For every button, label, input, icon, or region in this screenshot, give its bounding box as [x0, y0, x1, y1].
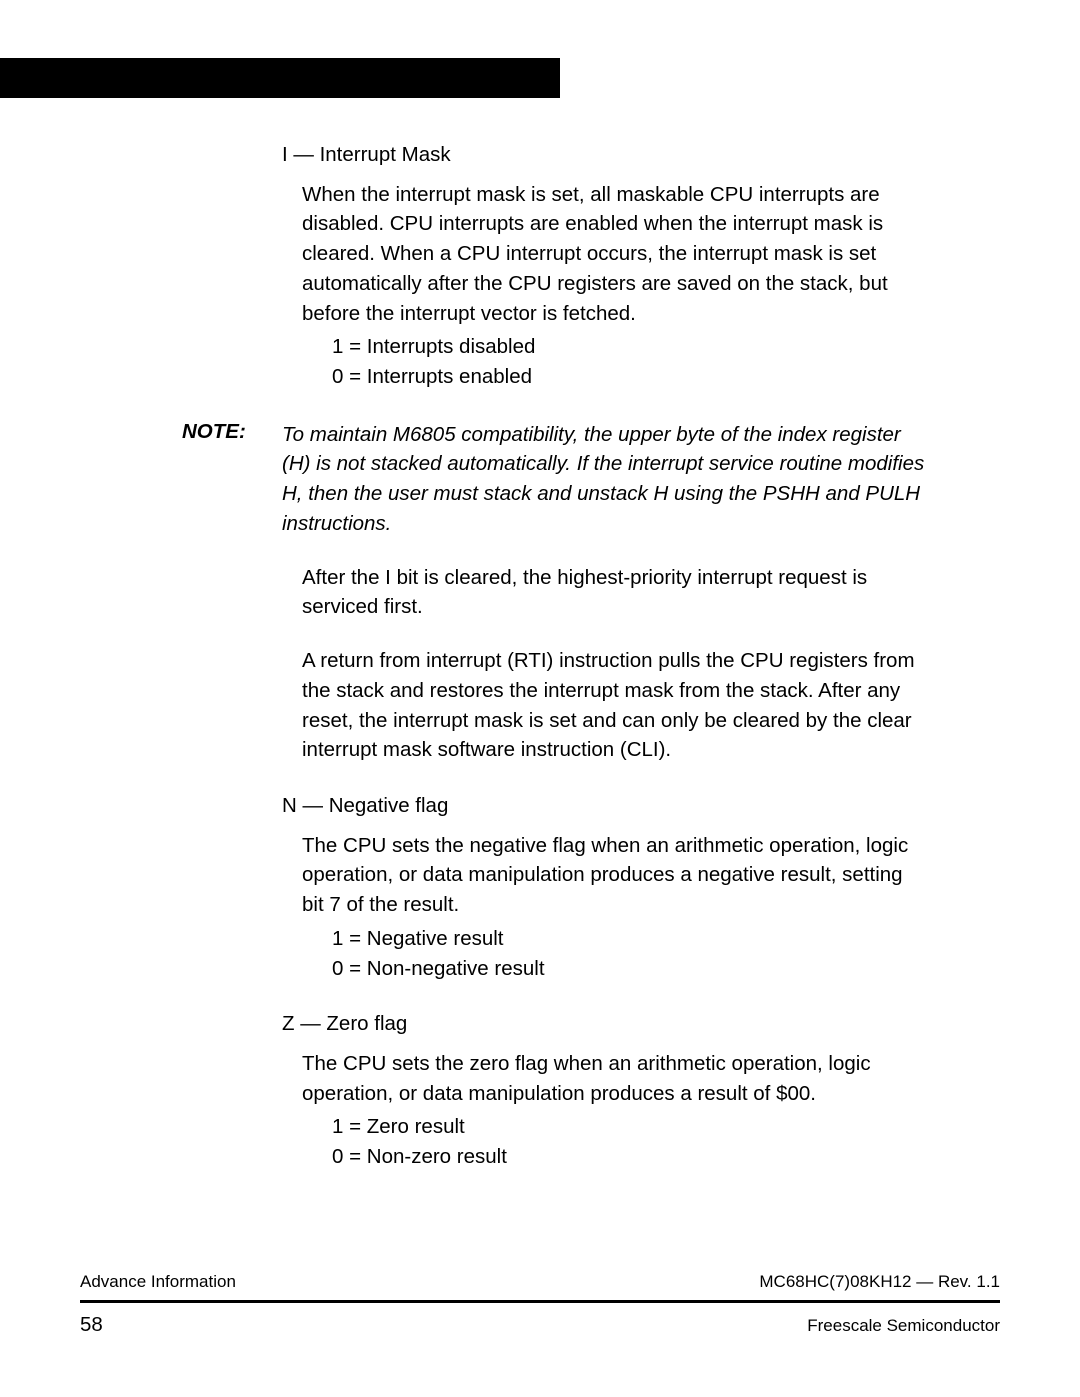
bit-title-n: N — Negative flag — [282, 791, 927, 821]
bit-value-z-0: 0 = Non-zero result — [332, 1142, 927, 1172]
footer-doc-rev: MC68HC(7)08KH12 — Rev. 1.1 — [759, 1272, 1000, 1292]
bit-value-n-0: 0 = Non-negative result — [332, 954, 927, 984]
footer-bottom-row: 58 Freescale Semiconductor — [80, 1303, 1000, 1337]
section-negative-flag: N — Negative flag The CPU sets the negat… — [282, 791, 927, 983]
bit-title-z: Z — Zero flag — [282, 1009, 927, 1039]
page-footer: Advance Information MC68HC(7)08KH12 — Re… — [80, 1272, 1000, 1337]
note-label: NOTE: — [182, 420, 282, 539]
bit-title-i: I — Interrupt Mask — [282, 140, 927, 170]
paragraph-after-2: A return from interrupt (RTI) instructio… — [302, 646, 927, 765]
footer-advance-info: Advance Information — [80, 1272, 236, 1292]
bit-value-n-1: 1 = Negative result — [332, 924, 927, 954]
section-zero-flag: Z — Zero flag The CPU sets the zero flag… — [282, 1009, 927, 1172]
paragraph-after-1: After the I bit is cleared, the highest-… — [302, 563, 927, 622]
bit-value-i-1: 1 = Interrupts disabled — [332, 332, 927, 362]
section-interrupt-mask: I — Interrupt Mask When the interrupt ma… — [282, 140, 927, 392]
bit-value-i-0: 0 = Interrupts enabled — [332, 362, 927, 392]
bit-desc-i: When the interrupt mask is set, all mask… — [302, 180, 927, 329]
bit-value-z-1: 1 = Zero result — [332, 1112, 927, 1142]
page-number: 58 — [80, 1313, 103, 1337]
header-blackbar — [0, 58, 560, 98]
footer-top-row: Advance Information MC68HC(7)08KH12 — Re… — [80, 1272, 1000, 1303]
bit-desc-z: The CPU sets the zero flag when an arith… — [302, 1049, 927, 1108]
page-content: I — Interrupt Mask When the interrupt ma… — [282, 140, 927, 1172]
note-text: To maintain M6805 compatibility, the upp… — [282, 420, 927, 539]
note-block: NOTE: To maintain M6805 compatibility, t… — [182, 420, 927, 539]
footer-company: Freescale Semiconductor — [807, 1316, 1000, 1336]
bit-desc-n: The CPU sets the negative flag when an a… — [302, 831, 927, 920]
